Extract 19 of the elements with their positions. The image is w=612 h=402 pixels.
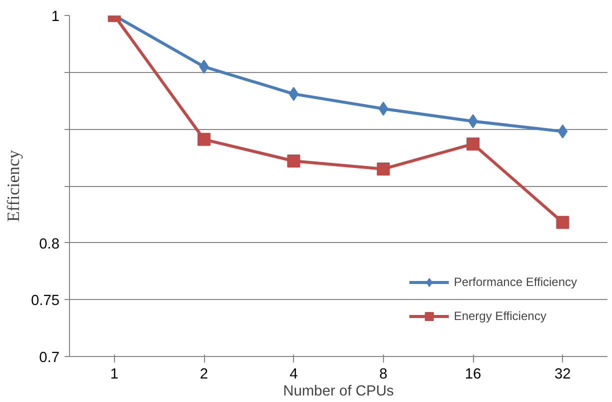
- y-tick-label: 0.8: [39, 236, 60, 252]
- legend-label: Energy Efficiency: [454, 309, 546, 323]
- point: [287, 154, 300, 168]
- x-tick-label: 8: [379, 366, 388, 382]
- point: [376, 162, 390, 176]
- y-tick-label: 0.7: [39, 350, 60, 366]
- point: [466, 137, 480, 150]
- x-axis-title: Number of CPUs: [283, 384, 394, 400]
- x-tick-label: 16: [464, 366, 482, 382]
- y-tick-label: 0.75: [30, 293, 60, 310]
- x-tick-label: 32: [554, 366, 571, 382]
- y-axis-title: Efficiency: [4, 150, 23, 222]
- x-tick-label: 2: [200, 366, 208, 382]
- legend-label: Performance Efficiency: [454, 275, 577, 289]
- y-tick-label: 1: [51, 9, 60, 25]
- point: [198, 132, 210, 146]
- x-tick-label: 1: [110, 366, 118, 382]
- x-tick-label: 4: [290, 366, 298, 382]
- point: [556, 216, 570, 229]
